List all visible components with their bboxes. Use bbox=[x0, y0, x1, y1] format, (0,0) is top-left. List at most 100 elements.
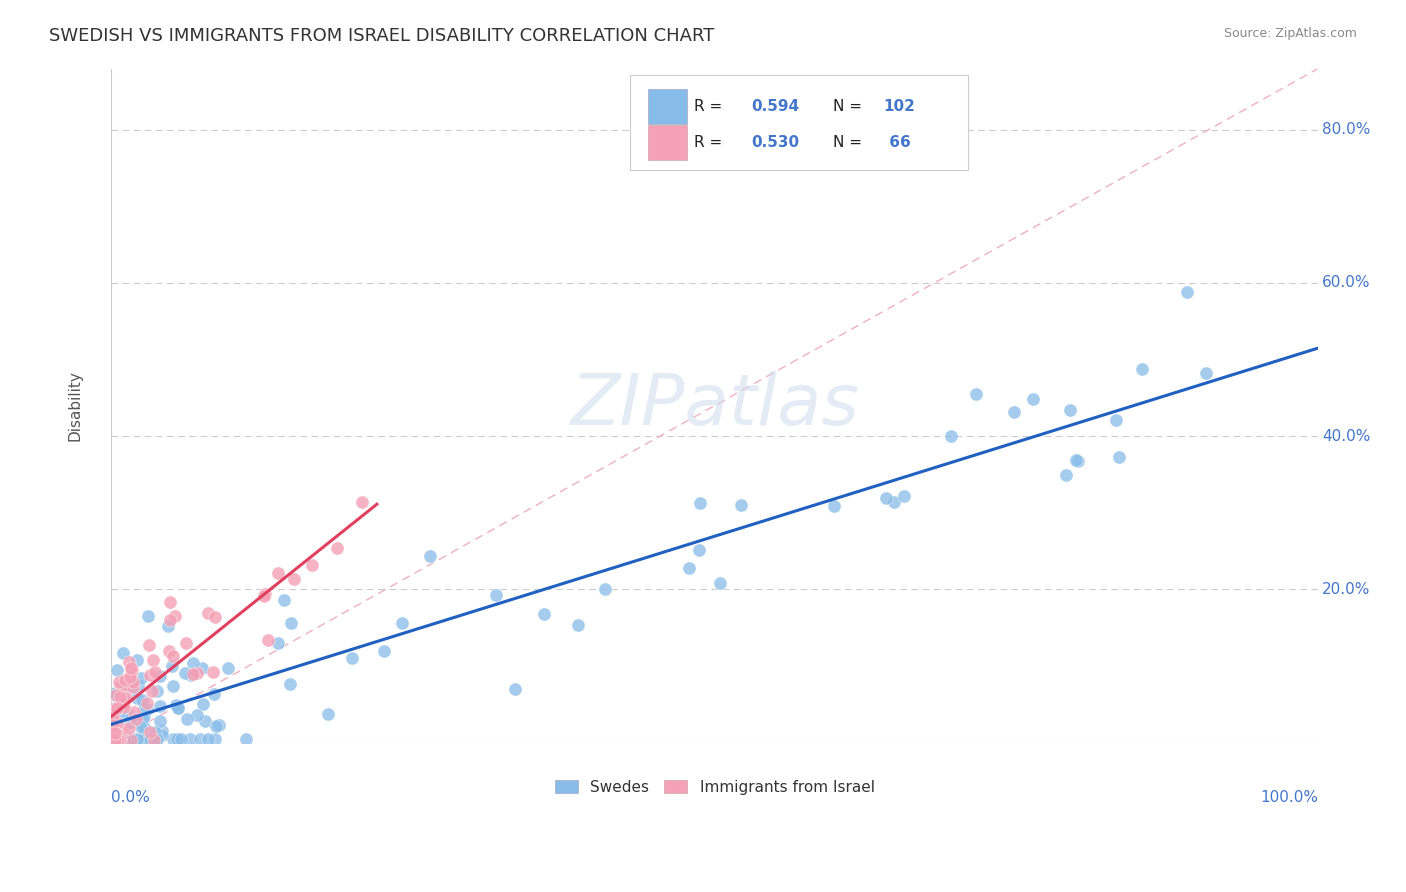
Point bbox=[131, 731, 153, 746]
Point bbox=[183, 666, 205, 681]
Point bbox=[139, 668, 162, 682]
Point bbox=[121, 663, 143, 677]
Point bbox=[101, 714, 124, 729]
Point bbox=[129, 720, 152, 734]
Point bbox=[167, 700, 190, 714]
Point bbox=[167, 700, 190, 714]
Text: 0.530: 0.530 bbox=[751, 136, 799, 150]
Point bbox=[283, 572, 305, 586]
Point bbox=[125, 653, 148, 667]
Point bbox=[108, 675, 131, 690]
Point bbox=[122, 674, 145, 689]
Point bbox=[205, 719, 228, 733]
Point bbox=[1022, 392, 1045, 406]
Point bbox=[107, 701, 129, 715]
Point bbox=[150, 723, 173, 738]
Point bbox=[1177, 285, 1199, 300]
Point bbox=[120, 731, 142, 746]
Point bbox=[121, 680, 143, 694]
Point bbox=[136, 696, 159, 710]
Point bbox=[104, 731, 127, 746]
Point bbox=[823, 499, 845, 513]
Point bbox=[965, 387, 987, 401]
Point bbox=[122, 731, 145, 746]
Point bbox=[186, 708, 208, 723]
Point bbox=[253, 586, 276, 600]
Text: N =: N = bbox=[832, 99, 862, 114]
Point bbox=[114, 673, 136, 688]
Point bbox=[132, 720, 155, 734]
Point bbox=[120, 681, 142, 695]
Text: 60.0%: 60.0% bbox=[1322, 276, 1371, 291]
Point bbox=[139, 731, 162, 746]
Point bbox=[150, 728, 173, 742]
Point bbox=[139, 724, 162, 739]
Point bbox=[166, 731, 188, 746]
Point bbox=[131, 693, 153, 707]
Point bbox=[159, 595, 181, 609]
Point bbox=[350, 494, 373, 508]
Point bbox=[110, 690, 132, 704]
Point bbox=[118, 655, 141, 669]
Point bbox=[104, 726, 127, 740]
Point bbox=[104, 688, 127, 702]
Point bbox=[204, 610, 226, 624]
Point bbox=[1054, 467, 1077, 482]
Point bbox=[141, 684, 163, 698]
Point bbox=[193, 697, 215, 711]
Point bbox=[149, 699, 172, 714]
Point bbox=[202, 665, 225, 679]
Point bbox=[120, 733, 142, 747]
Point bbox=[1130, 361, 1153, 376]
Point bbox=[136, 609, 159, 624]
Point bbox=[162, 648, 184, 663]
Point bbox=[110, 729, 132, 743]
Point bbox=[267, 636, 290, 650]
FancyBboxPatch shape bbox=[648, 89, 688, 125]
Point bbox=[678, 561, 700, 575]
Point bbox=[112, 690, 135, 705]
Point bbox=[107, 690, 129, 704]
Point bbox=[118, 721, 141, 735]
Point bbox=[127, 731, 149, 746]
Point bbox=[112, 731, 135, 746]
Point bbox=[143, 725, 166, 739]
Point bbox=[146, 731, 169, 746]
Point bbox=[1002, 405, 1025, 419]
Point bbox=[132, 711, 155, 725]
Point bbox=[1195, 366, 1218, 380]
Text: 0.0%: 0.0% bbox=[111, 789, 150, 805]
Text: R =: R = bbox=[695, 136, 727, 150]
Point bbox=[104, 714, 127, 728]
Point bbox=[165, 698, 187, 712]
Point bbox=[174, 665, 197, 680]
Point bbox=[181, 657, 204, 671]
Point bbox=[503, 681, 526, 696]
Point bbox=[120, 665, 142, 680]
Point bbox=[875, 491, 897, 505]
Point bbox=[186, 666, 208, 681]
Point bbox=[118, 670, 141, 684]
Point bbox=[176, 712, 198, 726]
Point bbox=[124, 705, 146, 719]
Point bbox=[159, 613, 181, 627]
Point bbox=[1108, 450, 1130, 464]
Point bbox=[149, 669, 172, 683]
FancyBboxPatch shape bbox=[630, 75, 969, 169]
Point bbox=[107, 733, 129, 747]
Point bbox=[112, 646, 135, 660]
Text: SWEDISH VS IMMIGRANTS FROM ISRAEL DISABILITY CORRELATION CHART: SWEDISH VS IMMIGRANTS FROM ISRAEL DISABI… bbox=[49, 27, 714, 45]
Point bbox=[114, 690, 136, 705]
Point bbox=[104, 725, 127, 739]
Point bbox=[165, 609, 187, 624]
Point bbox=[107, 733, 129, 747]
Point bbox=[120, 660, 142, 674]
Text: R =: R = bbox=[695, 99, 727, 114]
Point bbox=[1067, 454, 1090, 468]
Point bbox=[101, 733, 124, 747]
Point bbox=[108, 705, 131, 719]
Point bbox=[138, 638, 160, 652]
Point bbox=[142, 653, 165, 667]
Point bbox=[278, 677, 301, 691]
Text: N =: N = bbox=[832, 136, 862, 150]
